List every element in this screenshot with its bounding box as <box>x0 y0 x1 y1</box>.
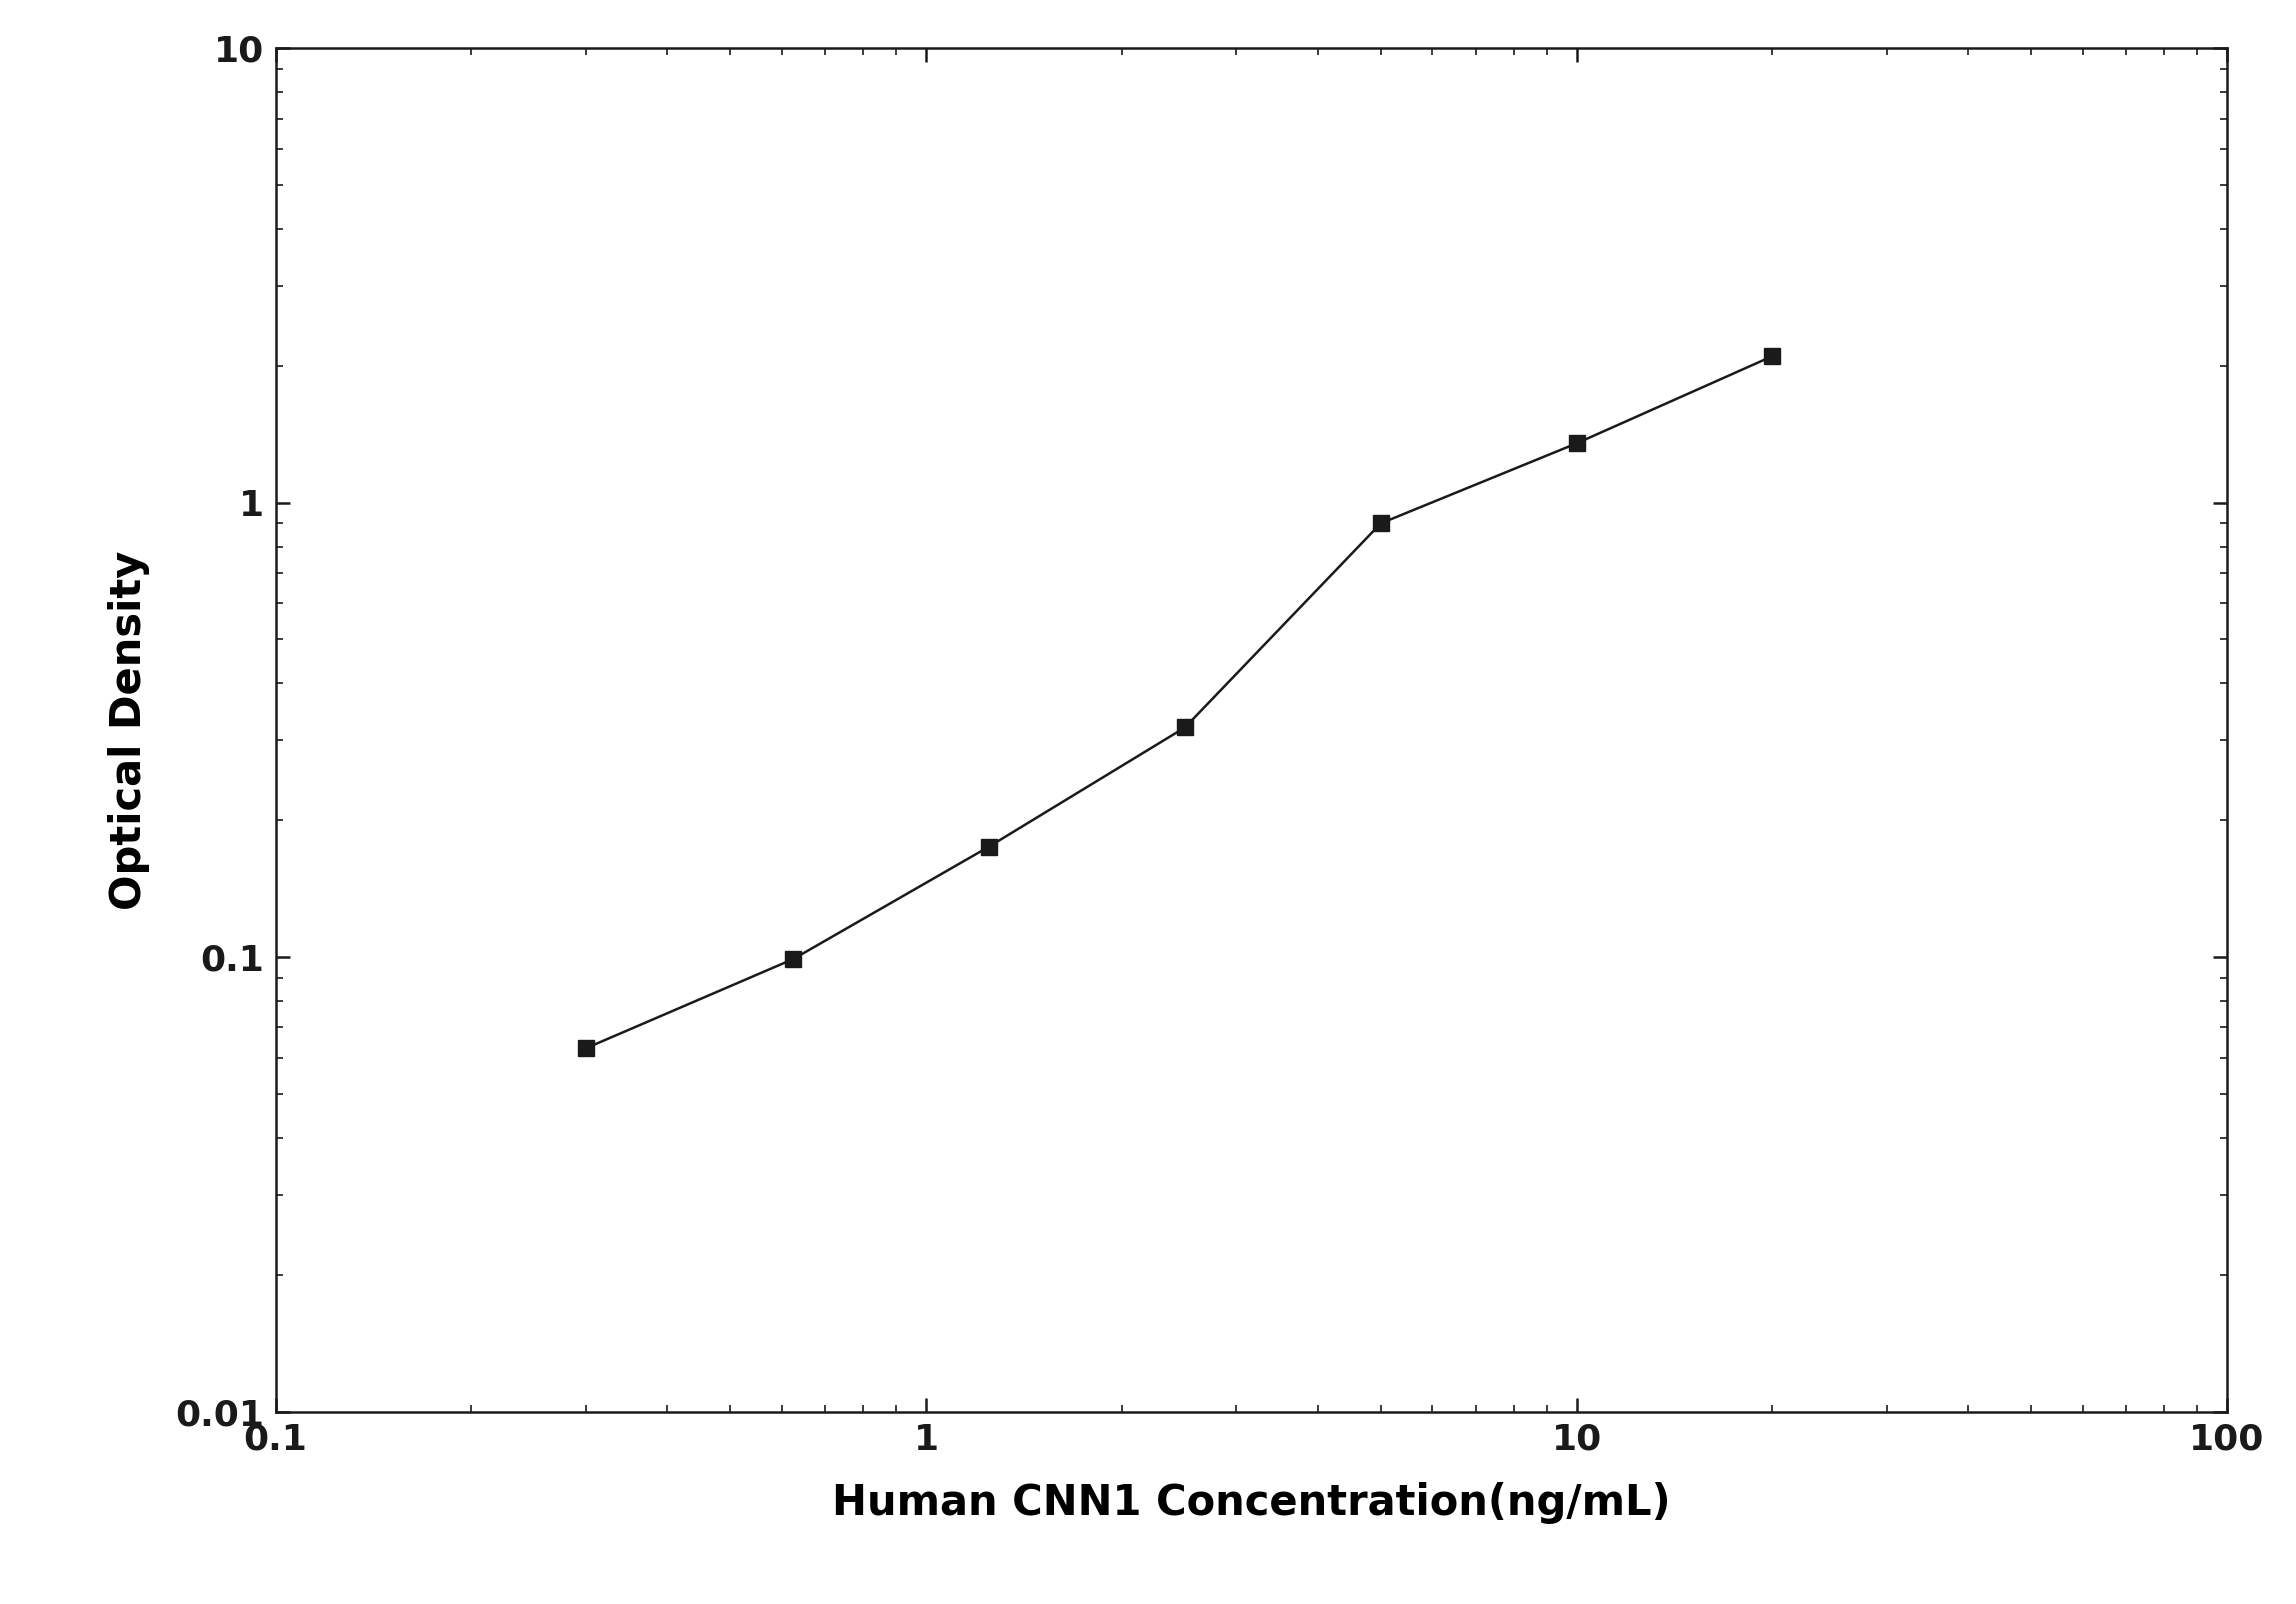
X-axis label: Human CNN1 Concentration(ng/mL): Human CNN1 Concentration(ng/mL) <box>831 1482 1671 1524</box>
Y-axis label: Optical Density: Optical Density <box>108 550 152 909</box>
